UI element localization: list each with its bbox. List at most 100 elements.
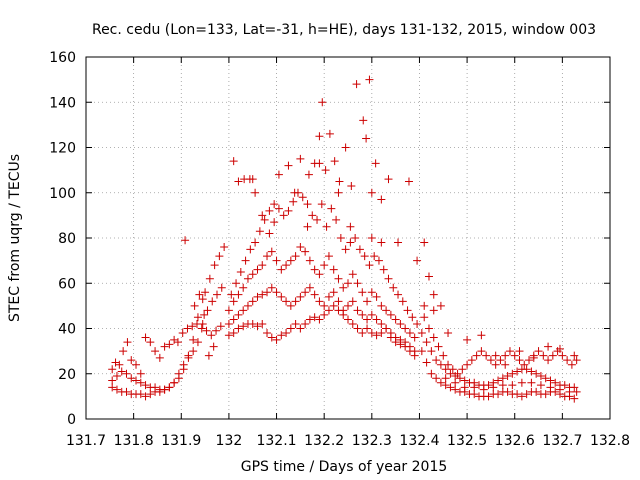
data-point (207, 331, 216, 340)
data-point (382, 306, 391, 315)
data-point (439, 351, 448, 360)
data-point (363, 315, 372, 324)
data-point (422, 358, 431, 367)
data-point (178, 329, 187, 338)
data-point (301, 288, 310, 297)
x-tick-label: 131.7 (66, 433, 106, 449)
data-point (541, 374, 550, 383)
data-point (501, 360, 510, 369)
data-point (320, 301, 329, 310)
data-point (394, 238, 403, 247)
data-point (403, 306, 412, 315)
data-point (313, 215, 322, 224)
data-point (386, 310, 395, 319)
data-point (424, 272, 433, 281)
data-point (563, 356, 572, 365)
data-point (339, 310, 348, 319)
data-point (401, 324, 410, 333)
data-point (277, 292, 286, 301)
x-tick-label: 132.7 (542, 433, 582, 449)
data-point (394, 290, 403, 299)
data-point (353, 324, 362, 333)
data-point (179, 360, 188, 369)
data-point (546, 376, 555, 385)
data-point (122, 387, 131, 396)
data-point (212, 326, 221, 335)
data-point (446, 369, 455, 378)
data-point (318, 98, 327, 107)
data-point (396, 340, 405, 349)
data-point (193, 313, 202, 322)
data-point (201, 288, 210, 297)
data-point (513, 390, 522, 399)
data-point (424, 324, 433, 333)
data-point (508, 369, 517, 378)
y-tick-label: 60 (58, 276, 76, 292)
data-point (384, 175, 393, 184)
data-point (517, 392, 526, 401)
x-tick-label: 132.6 (495, 433, 535, 449)
y-tick-label: 120 (49, 141, 76, 157)
data-point (286, 301, 295, 310)
data-point (503, 372, 512, 381)
y-axis-label: STEC from uqrg / TECUs (7, 154, 23, 322)
data-point (296, 154, 305, 163)
data-point (108, 365, 117, 374)
data-point (367, 310, 376, 319)
data-point (277, 331, 286, 340)
data-point (289, 197, 298, 206)
data-point (491, 360, 500, 369)
data-point (220, 243, 229, 252)
data-point (189, 347, 198, 356)
x-tick-label: 132 (216, 433, 243, 449)
data-point (513, 367, 522, 376)
data-point (377, 301, 386, 310)
data-point (204, 351, 213, 360)
data-point (451, 385, 460, 394)
data-point (353, 279, 362, 288)
data-point (305, 315, 314, 324)
data-points (108, 75, 581, 403)
y-tick-label: 160 (49, 50, 76, 66)
data-point (320, 310, 329, 319)
data-point (413, 256, 422, 265)
data-point (570, 394, 579, 403)
data-point (391, 338, 400, 347)
data-point (241, 256, 250, 265)
data-point (239, 283, 248, 292)
data-point (332, 215, 341, 224)
x-tick-label: 132.2 (304, 433, 344, 449)
data-point (525, 356, 534, 365)
data-point (420, 238, 429, 247)
data-point (444, 360, 453, 369)
data-point (352, 80, 361, 89)
data-point (291, 297, 300, 306)
data-point (305, 256, 314, 265)
data-point (284, 206, 293, 215)
data-point (377, 319, 386, 328)
data-point (188, 322, 197, 331)
data-point (536, 381, 545, 390)
data-point (248, 270, 257, 279)
data-point (303, 222, 312, 231)
x-tick-labels: 131.7 131.8 131.9 132 132.1 132.2 132.3 132.4 13… (66, 433, 630, 449)
data-point (267, 333, 276, 342)
data-point (377, 195, 386, 204)
data-point (315, 297, 324, 306)
data-point (310, 290, 319, 299)
data-point (253, 322, 262, 331)
data-point (372, 292, 381, 301)
data-point (272, 256, 281, 265)
data-point (355, 245, 364, 254)
data-point (239, 306, 248, 315)
data-point (565, 387, 574, 396)
data-point (365, 261, 374, 270)
data-point (489, 383, 498, 392)
data-point (363, 324, 372, 333)
data-point (359, 116, 368, 125)
data-point (329, 288, 338, 297)
data-point (522, 365, 531, 374)
data-point (346, 222, 355, 231)
data-point (272, 335, 281, 344)
data-point (353, 306, 362, 315)
